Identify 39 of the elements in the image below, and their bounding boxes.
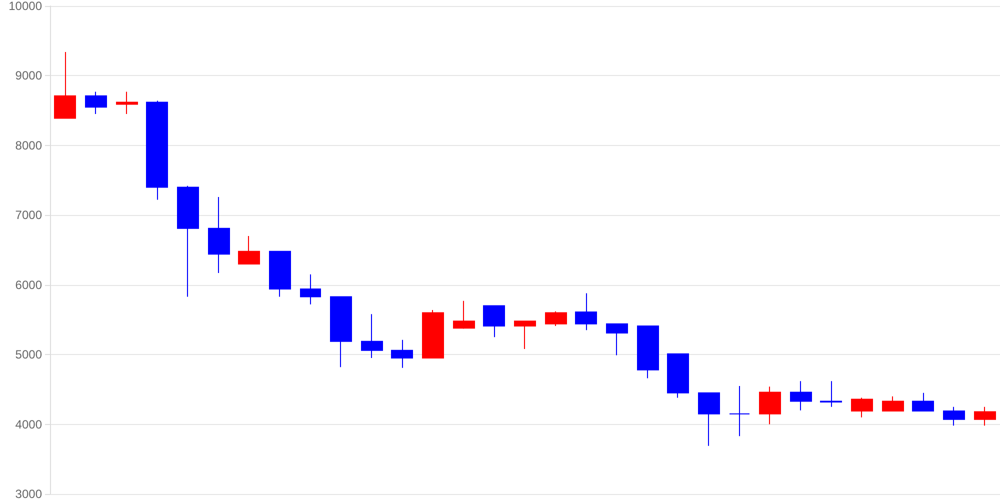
candlestick [667, 353, 689, 398]
candlestick [974, 406, 996, 426]
candlestick [575, 292, 597, 331]
candlestick [729, 385, 750, 437]
candlestick [637, 325, 659, 379]
candlestick [116, 91, 138, 115]
candlestick [851, 397, 873, 418]
candlestick [422, 309, 444, 359]
candlestick [943, 406, 965, 426]
candlestick [54, 52, 76, 119]
candlestick [300, 274, 321, 305]
candlestick [361, 314, 383, 359]
y-tick-label: 8000 [15, 138, 42, 152]
y-tick-label: 4000 [15, 417, 42, 432]
candlestick [177, 185, 199, 298]
y-tick-label: 6000 [15, 278, 42, 292]
y-tick-label: 10000 [8, 0, 42, 13]
candlestick [545, 310, 567, 326]
y-tick-label: 7000 [15, 208, 42, 222]
y-tick-label: 3000 [15, 487, 42, 500]
candlestick [759, 386, 781, 425]
candlestick [391, 339, 413, 368]
candlestick [820, 380, 842, 408]
candlestick [330, 296, 352, 368]
candlestick [882, 396, 904, 412]
candlestick [912, 392, 934, 412]
candlestick [146, 100, 168, 200]
candlestick [790, 380, 812, 411]
candlestick [453, 300, 475, 330]
candlestick [606, 323, 628, 356]
candlestick [483, 305, 505, 338]
candlestick [238, 236, 260, 264]
candlestick [269, 250, 291, 298]
y-tick-label: 5000 [15, 348, 42, 362]
candlestick [698, 392, 720, 446]
y-tick-label: 9000 [15, 68, 42, 83]
candlestick [208, 196, 230, 274]
candlestick [85, 91, 107, 115]
candlestick [514, 320, 536, 350]
